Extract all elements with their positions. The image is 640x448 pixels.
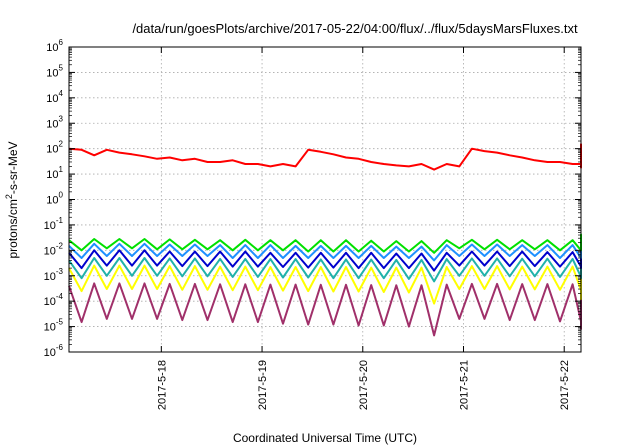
y-tick-label: 101	[46, 165, 63, 181]
x-axis-label: Coordinated Universal Time (UTC)	[233, 431, 417, 445]
y-tick-label: 106	[46, 38, 63, 54]
y-tick-label: 10-1	[44, 216, 64, 232]
y-tick-label: 10-5	[44, 318, 64, 334]
x-axis: 2017-5-18 2017-5-19 2017-5-20 2017-5-21 2017…	[156, 47, 571, 410]
y-tick-label: 10-2	[44, 241, 64, 257]
x-tick-label: 2017-5-22	[559, 360, 571, 410]
x-tick-label: 2017-5-21	[458, 360, 470, 410]
y-tick-label: 10-4	[44, 292, 64, 308]
x-tick-label: 2017-5-20	[358, 360, 370, 410]
y-axis-label: protons/cm2-s-sr-MeV	[4, 141, 20, 258]
y-tick-label: 10-6	[44, 343, 64, 359]
chart-title: /data/run/goesPlots/archive/2017-05-22/0…	[132, 21, 578, 36]
x-tick-label: 2017-5-19	[257, 360, 269, 410]
y-axis: 10-6 10-5 10-4 10-3 10-2 10-1 100 101 102 103 104 1…	[44, 38, 581, 359]
y-tick-label: 104	[46, 89, 63, 105]
y-tick-label: 10-3	[44, 267, 64, 283]
y-tick-label: 100	[46, 191, 63, 207]
y-tick-label: 103	[46, 114, 63, 130]
y-tick-label: 105	[46, 63, 63, 79]
y-tick-label: 102	[46, 140, 63, 156]
x-tick-label: 2017-5-18	[156, 360, 168, 410]
